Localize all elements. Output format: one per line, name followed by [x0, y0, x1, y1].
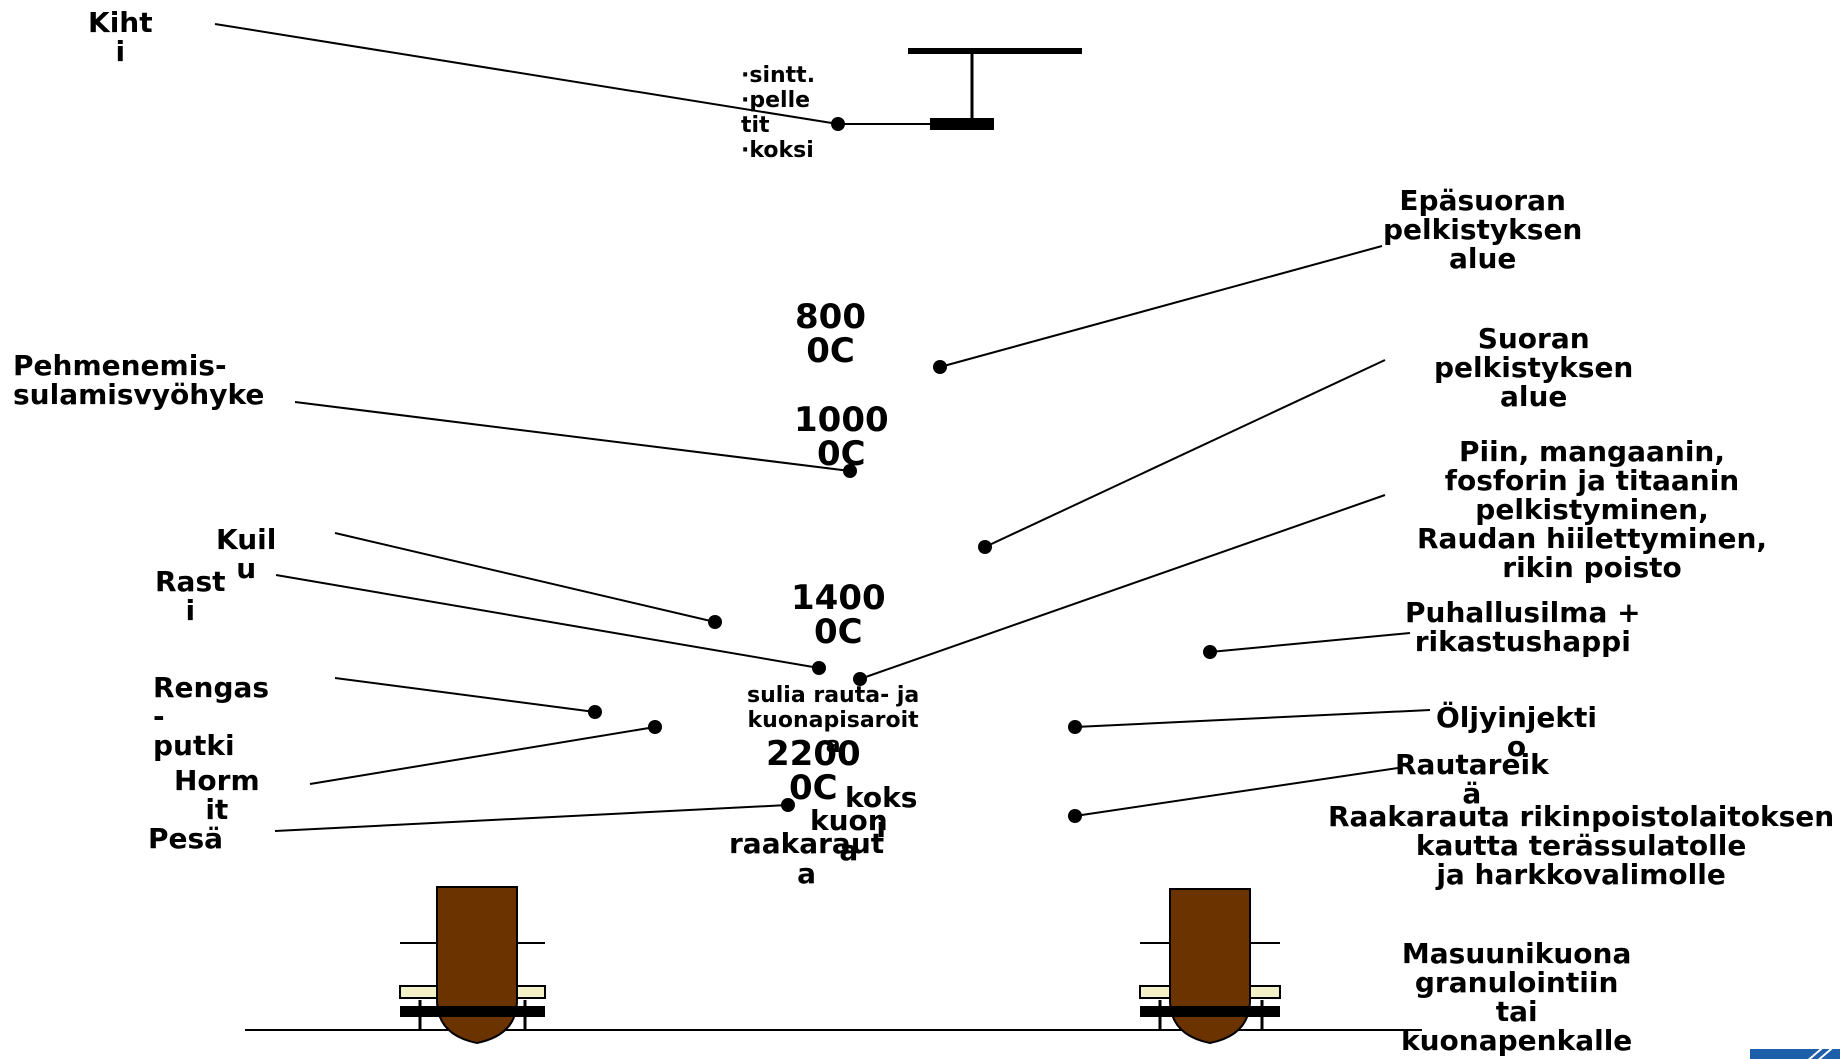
leader-kihti	[214, 23, 839, 125]
label-kihti: Kiht i	[88, 6, 153, 68]
ladle-car-left	[399, 886, 546, 1045]
label-sulia: sulia rauta- ja kuonapisaroit a	[747, 683, 920, 758]
label-oljy: Öljyinjekti o	[1436, 701, 1597, 763]
leader-kuilu	[334, 532, 716, 623]
dot-puhallus	[1203, 645, 1217, 659]
label-puhallus: Puhallusilma + rikastushappi	[1405, 596, 1641, 658]
dot-800	[933, 360, 947, 374]
label-koksi: koks i	[845, 781, 918, 844]
label-pesa: Pesä	[148, 822, 224, 855]
dot-oljy	[1068, 720, 1082, 734]
label-kuilu: Kuil u	[216, 523, 277, 585]
label-piin: Piin, mangaanin, fosforin ja titaanin pe…	[1417, 435, 1768, 584]
leader-suoran	[984, 359, 1386, 548]
label-kuona: kuon a	[810, 804, 888, 867]
dot-piin	[853, 672, 867, 686]
label-masuunikuona: Masuunikuona granulointiin tai kuonapenk…	[1401, 937, 1633, 1057]
dot-1000	[843, 464, 857, 478]
label-temp-1400: 1400 0C	[791, 578, 886, 652]
dot-pesa	[781, 798, 795, 812]
dot-kuilu	[708, 615, 722, 629]
dot-hormit	[648, 720, 662, 734]
leader-rasti	[275, 574, 820, 669]
dot-suoran	[978, 540, 992, 554]
logo-graphic	[1750, 1047, 1840, 1059]
leader-hormit	[309, 726, 656, 785]
label-suoran: Suoran pelkistyksen alue	[1434, 322, 1634, 413]
leader-rengasputki	[334, 677, 596, 713]
dot-rasti	[812, 661, 826, 675]
leader-dots	[588, 117, 1217, 823]
label-raakarauta: raakaraut a	[729, 827, 885, 890]
leader-lines	[214, 23, 1431, 832]
label-temp-2200: 2200 0C	[766, 734, 861, 808]
dot-top	[831, 117, 845, 131]
dot-rengasputki	[588, 705, 602, 719]
label-epasuoran: Epäsuoran pelkistyksen alue	[1383, 184, 1583, 275]
label-top-materials: ·sintt. ·pelle tit ·koksi	[741, 63, 816, 163]
leader-puhallus	[1209, 632, 1411, 653]
leader-pesa	[274, 804, 789, 832]
leader-rautareika	[1074, 767, 1399, 817]
leader-oljy	[1074, 709, 1431, 728]
leader-epasuoran	[939, 245, 1383, 368]
dot-rautareika	[1068, 809, 1082, 823]
label-pehmenemis: Pehmenemis- sulamisvyöhyke	[13, 349, 265, 411]
charging-bell	[838, 48, 1082, 130]
label-rautareika: Rautareik ä	[1395, 748, 1549, 810]
label-temp-1000: 1000 0C	[794, 400, 889, 474]
label-rengasputki: Rengas - putki	[153, 671, 270, 762]
leader-piin	[859, 494, 1386, 680]
label-rasti: Rast i	[155, 565, 226, 627]
leader-pehmenemis	[294, 401, 851, 472]
label-hormit: Horm it	[174, 764, 260, 826]
label-raakarauta-route: Raakarauta rikinpoistolaitoksen kautta t…	[1328, 800, 1835, 891]
ladle-car-right	[1139, 888, 1281, 1045]
label-temp-800: 800 0C	[795, 297, 866, 371]
